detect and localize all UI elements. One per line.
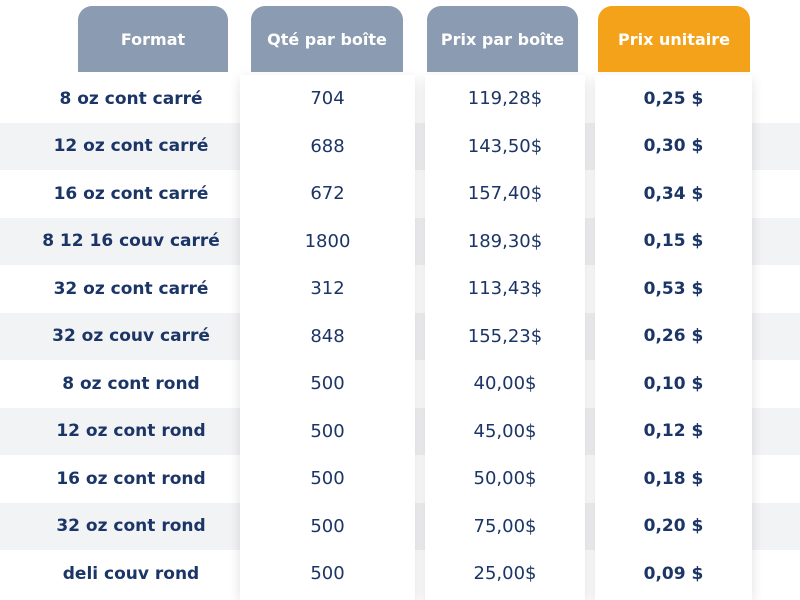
table-cell: 500 [310, 515, 345, 537]
table-cell: 12 oz cont carré [53, 136, 209, 157]
table-cell: 0,09 $ [643, 563, 704, 584]
table-cell: 0,15 $ [643, 231, 704, 252]
column-header: Prix unitaire [598, 6, 750, 72]
table-cell: 0,10 $ [643, 373, 704, 394]
table-cell: 32 oz cont carré [53, 278, 209, 299]
table-cell: 0,26 $ [643, 326, 704, 347]
table-cell: 25,00$ [473, 563, 537, 585]
table-cell: 8 12 16 couv carré [42, 231, 220, 252]
table-cell: 688 [310, 135, 345, 157]
table-cell: 45,00$ [473, 420, 537, 442]
table-cell: 0,18 $ [643, 468, 704, 489]
table-cell: 704 [310, 88, 345, 110]
table-cell: 16 oz cont rond [56, 468, 206, 489]
table-cell: 500 [310, 420, 345, 442]
table-cell: 40,00$ [473, 373, 537, 395]
table-cell: 848 [310, 325, 345, 347]
table-cell: 672 [310, 183, 345, 205]
table-cell: 8 oz cont carré [59, 88, 203, 109]
table-cell: 157,40$ [467, 183, 543, 205]
table-cell: 12 oz cont rond [56, 421, 206, 442]
column-header: Qté par boîte [251, 6, 403, 72]
table-cell: 500 [310, 563, 345, 585]
table-cell: 0,25 $ [643, 88, 704, 109]
table-cell: 119,28$ [467, 88, 543, 110]
table-cell: 0,30 $ [643, 136, 704, 157]
table-cell: 50,00$ [473, 468, 537, 490]
table-cell: 143,50$ [467, 135, 543, 157]
column-header: Format [78, 6, 228, 72]
column-card [240, 75, 415, 600]
table-cell: 8 oz cont rond [62, 373, 200, 394]
table-cell: 16 oz cont carré [53, 183, 209, 204]
table-cell: 0,12 $ [643, 421, 704, 442]
table-cell: 189,30$ [467, 230, 543, 252]
table-cell: 32 oz cont rond [56, 516, 206, 537]
table-cell: 0,34 $ [643, 183, 704, 204]
column-header: Prix par boîte [427, 6, 578, 72]
table-cell: deli couv rond [62, 563, 200, 584]
column-card [595, 75, 752, 600]
table-cell: 113,43$ [467, 278, 543, 300]
table-cell: 1800 [304, 230, 351, 252]
table-cell: 312 [310, 278, 345, 300]
table-cell: 0,20 $ [643, 516, 704, 537]
table-cell: 75,00$ [473, 515, 537, 537]
table-cell: 0,53 $ [643, 278, 704, 299]
table-cell: 32 oz couv carré [52, 326, 210, 347]
table-cell: 500 [310, 468, 345, 490]
table-cell: 500 [310, 373, 345, 395]
table-cell: 155,23$ [467, 325, 543, 347]
column-card [425, 75, 585, 600]
